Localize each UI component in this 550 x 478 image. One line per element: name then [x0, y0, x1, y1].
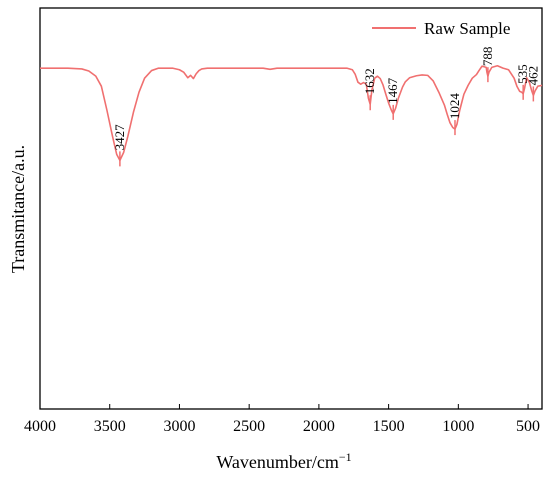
x-tick-label: 2500	[233, 418, 265, 435]
peak-label: 3427	[112, 124, 127, 151]
x-axis-title-text: Wavenumber/cm	[216, 452, 339, 472]
plot-frame	[39, 7, 543, 410]
legend-label: Raw Sample	[424, 19, 510, 38]
x-axis: 4000 3500 3000 2500 2000 1500 1000 500	[24, 404, 540, 435]
peak-label: 462	[525, 66, 540, 86]
x-tick-label: 1000	[442, 418, 474, 435]
legend: Raw Sample	[372, 19, 510, 38]
peak-label: 788	[480, 47, 495, 67]
x-axis-title: Wavenumber/cm−1	[216, 450, 351, 472]
series-line-raw-sample	[40, 64, 543, 162]
peak-label: 1632	[362, 68, 377, 94]
x-axis-title-sup: −1	[339, 450, 352, 464]
x-tick-label: 3500	[94, 418, 126, 435]
x-tick-label: 2000	[303, 418, 335, 435]
x-tick-label: 1500	[373, 418, 405, 435]
peak-label: 1467	[385, 77, 400, 104]
y-axis-title: Transmitance/a.u.	[8, 145, 28, 273]
x-tick-label: 3000	[163, 418, 195, 435]
peak-label: 535	[515, 64, 530, 84]
peak-label: 1024	[447, 93, 462, 120]
x-tick-label: 4000	[24, 418, 56, 435]
x-tick-label: 500	[516, 418, 540, 435]
plot-area	[39, 7, 543, 410]
